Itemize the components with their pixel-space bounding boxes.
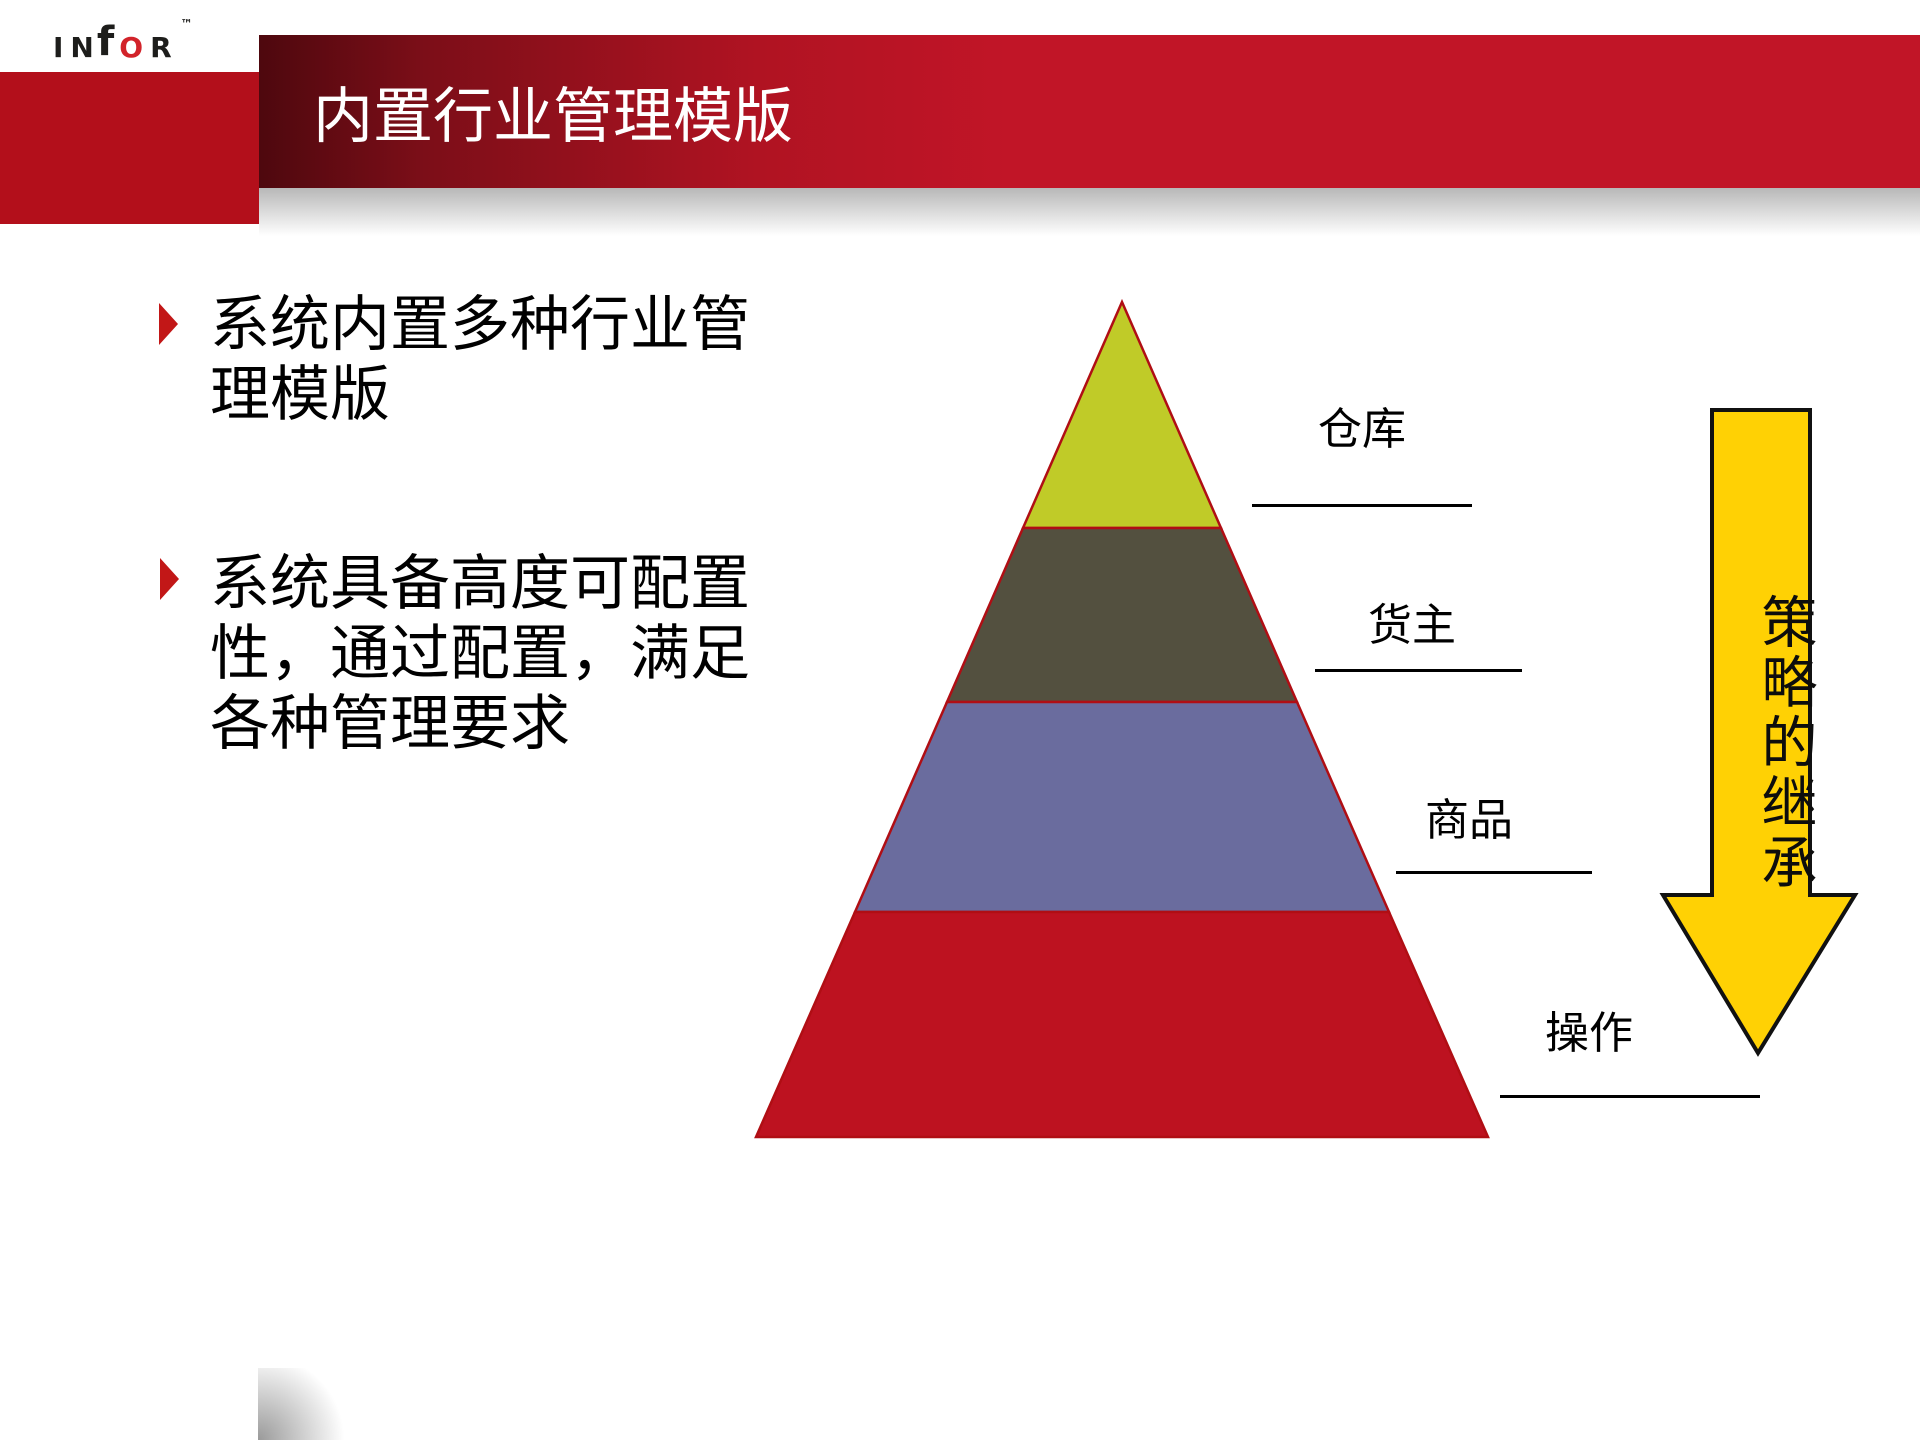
logo-letter-r: R — [150, 31, 179, 64]
left-red-band — [0, 72, 259, 224]
label-goods-underline — [1396, 871, 1592, 874]
pyramid-layer-warehouse — [1021, 298, 1223, 530]
label-owner: 货主 — [1368, 601, 1456, 650]
logo-letter-f: f — [96, 19, 122, 65]
down-arrow-shape — [1659, 408, 1859, 1057]
pyramid-diagram — [754, 298, 1490, 1139]
arrow-caption: 策略的继承 — [1753, 593, 1815, 893]
page-title: 内置行业管理模版 — [313, 84, 793, 150]
label-warehouse-underline — [1252, 504, 1472, 507]
label-goods: 商品 — [1425, 796, 1513, 845]
title-bar-shadow — [259, 188, 1920, 236]
bottom-left-shadow — [258, 1368, 354, 1440]
infor-logo: IN f O R ™ — [53, 16, 193, 62]
bullet-item-2: 系统具备高度可配置性，通过配置，满足各种管理要求 — [210, 551, 750, 757]
bullet-triangle-icon — [159, 303, 178, 345]
label-warehouse: 仓库 — [1318, 405, 1406, 454]
pyramid-layer-operation — [754, 910, 1490, 1139]
label-operation: 操作 — [1545, 1009, 1633, 1058]
pyramid-layer-goods — [853, 700, 1391, 914]
logo-letters-in: IN — [53, 31, 101, 64]
label-operation-underline — [1500, 1095, 1760, 1098]
bullet-triangle-icon — [160, 558, 179, 600]
title-bar: 内置行业管理模版 — [259, 35, 1920, 188]
logo-trademark: ™ — [180, 17, 193, 31]
logo-letter-o: O — [119, 31, 151, 64]
label-owner-underline — [1315, 669, 1522, 672]
bullet-item-1: 系统内置多种行业管理模版 — [210, 292, 750, 428]
pyramid-layer-owner — [945, 526, 1299, 704]
down-arrow-icon — [1659, 408, 1859, 1057]
